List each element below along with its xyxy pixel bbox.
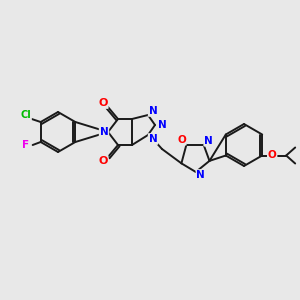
- Text: N: N: [148, 106, 158, 116]
- Text: N: N: [196, 170, 205, 180]
- Text: N: N: [158, 120, 166, 130]
- Text: O: O: [98, 156, 108, 166]
- Text: O: O: [268, 151, 277, 160]
- Text: O: O: [177, 135, 186, 145]
- Text: N: N: [204, 136, 213, 146]
- Text: Cl: Cl: [20, 110, 31, 120]
- Text: F: F: [22, 140, 29, 150]
- Text: N: N: [100, 127, 108, 137]
- Text: O: O: [98, 98, 108, 108]
- Text: N: N: [148, 134, 158, 144]
